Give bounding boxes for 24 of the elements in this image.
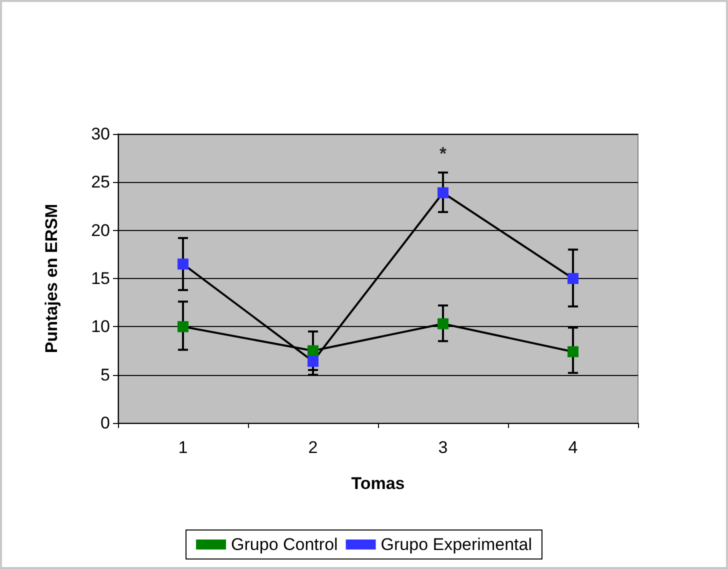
y-tick-label: 15 (91, 269, 110, 288)
legend-label: Grupo Control (231, 535, 338, 554)
x-tick-label: 1 (178, 438, 188, 457)
annotation: * (439, 144, 447, 164)
point (308, 345, 318, 356)
y-tick-label: 5 (100, 365, 110, 384)
point (178, 258, 188, 270)
y-tick-label: 20 (91, 220, 110, 240)
point (178, 321, 188, 332)
point (568, 273, 578, 284)
y-axis-title: Puntajes en ERSM (42, 204, 61, 354)
x-axis-title: Tomas (351, 474, 405, 493)
point (568, 346, 578, 358)
x-tick-label: 4 (568, 438, 578, 457)
y-tick-label: 0 (100, 414, 110, 432)
point (308, 356, 318, 367)
y-tick-label: 25 (91, 172, 110, 192)
y-tick-label: 30 (91, 124, 110, 144)
y-tick-label: 10 (91, 317, 110, 336)
point (438, 187, 448, 198)
point (438, 318, 448, 330)
legend-label: Grupo Experimental (380, 535, 532, 554)
x-tick-label: 3 (438, 438, 448, 457)
x-tick-label: 2 (308, 438, 318, 457)
